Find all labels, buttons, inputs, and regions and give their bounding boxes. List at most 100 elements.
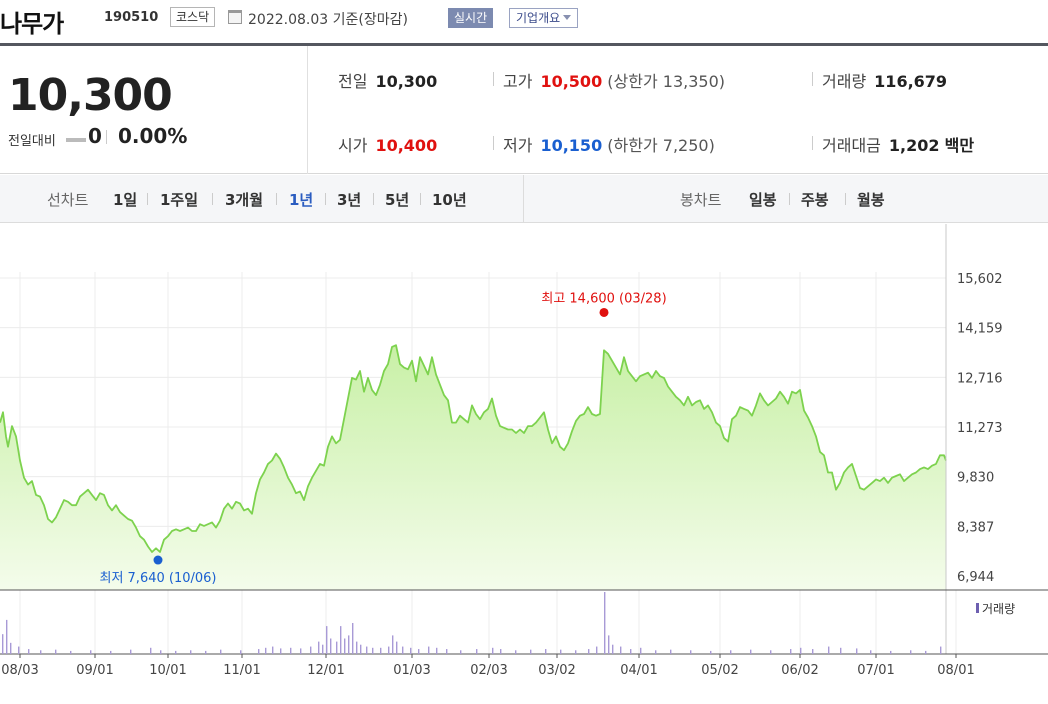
y-tick-label: 14,159 <box>957 322 1003 337</box>
candle-weekly[interactable]: 주봉 <box>801 191 829 209</box>
divider <box>147 193 148 205</box>
volume-bar <box>366 646 368 654</box>
volume-bar <box>6 619 8 654</box>
lower-limit: (하한가 7,250) <box>607 136 715 155</box>
upper-limit: (상한가 13,350) <box>607 72 726 91</box>
volume-bar <box>318 641 320 654</box>
volume-bar <box>604 592 606 654</box>
x-tick-label: 08/01 <box>937 663 974 678</box>
volume-bar <box>130 649 132 654</box>
realtime-button[interactable]: 실시간 <box>448 8 494 28</box>
divider <box>812 72 813 86</box>
volume-bar <box>750 649 752 654</box>
line-chart-label: 선차트 <box>47 191 89 209</box>
volume-bar <box>392 635 394 654</box>
high-annotation: 최고 14,600 (03/28) <box>541 291 666 306</box>
period-1y[interactable]: 1년 <box>289 191 314 209</box>
volume-bar <box>150 647 152 654</box>
volume-bar <box>28 649 30 654</box>
period-1d[interactable]: 1일 <box>113 191 138 209</box>
volume-bar <box>352 623 354 654</box>
high-label: 고가 <box>503 72 533 91</box>
open-price: 시가 10,400 <box>338 132 437 156</box>
x-tick-label: 08/03 <box>1 663 38 678</box>
base-date: 2022.08.03 기준(장마감) <box>248 12 408 28</box>
volume-bar <box>205 650 207 654</box>
y-tick-label: 15,602 <box>957 272 1003 287</box>
volume-bar <box>690 650 692 654</box>
divider <box>789 193 790 205</box>
x-tick-label: 03/02 <box>538 663 575 678</box>
volume-bar <box>630 649 632 654</box>
trade-amount-unit: 백만 <box>944 136 975 155</box>
change-label: 전일대비 <box>8 134 56 149</box>
divider <box>106 130 107 144</box>
period-5y[interactable]: 5년 <box>385 191 410 209</box>
divider <box>276 193 277 205</box>
volume-bar <box>608 635 610 654</box>
volume-bar <box>612 644 614 654</box>
period-1w[interactable]: 1주일 <box>160 191 199 209</box>
volume-bar <box>436 647 438 654</box>
candle-monthly[interactable]: 월봉 <box>857 191 885 209</box>
company-overview-label: 기업개요 <box>516 11 561 25</box>
volume-bar <box>410 647 412 654</box>
period-10y[interactable]: 10년 <box>432 191 467 209</box>
volume-bar <box>290 647 292 654</box>
x-tick-label: 02/03 <box>470 663 507 678</box>
prev-close-value: 10,300 <box>375 72 438 91</box>
x-tick-label: 12/01 <box>307 663 344 678</box>
volume-bar <box>322 644 324 654</box>
volume-bar <box>330 638 332 654</box>
unchanged-icon <box>66 138 86 142</box>
change-rate: 0.00% <box>118 124 188 148</box>
divider <box>523 175 524 223</box>
volume-bar <box>336 641 338 654</box>
x-tick-label: 09/01 <box>76 663 113 678</box>
volume-bar <box>310 646 312 654</box>
volume-bar <box>730 650 732 654</box>
period-3y[interactable]: 3년 <box>337 191 362 209</box>
volume-bar <box>70 650 72 654</box>
price-line <box>0 344 947 553</box>
volume-bar <box>428 646 430 654</box>
volume-bar <box>300 648 302 654</box>
volume-bar <box>402 646 404 654</box>
volume-bar <box>640 647 642 654</box>
current-price-box: 10,300 전일대비 0 0.00% <box>0 46 308 174</box>
volume-bar <box>620 646 622 654</box>
high-marker <box>599 307 609 317</box>
volume-legend-label: 거래량 <box>982 602 1015 616</box>
volume-bar <box>890 650 892 654</box>
volume-bar <box>560 649 562 654</box>
low-marker <box>153 555 163 565</box>
divider <box>493 136 494 150</box>
high-price: 고가 10,500 (상한가 13,350) <box>503 68 725 92</box>
volume-bar <box>2 634 4 654</box>
company-overview-dropdown[interactable]: 기업개요 <box>509 8 579 28</box>
y-tick-label: 6,944 <box>957 570 994 585</box>
open-value: 10,400 <box>375 136 438 155</box>
prev-close: 전일 10,300 <box>338 68 437 92</box>
y-tick-label: 11,273 <box>957 421 1003 436</box>
trade-amount: 거래대금 1,202 백만 <box>822 132 974 156</box>
volume-value: 116,679 <box>874 72 948 91</box>
period-3m[interactable]: 3개월 <box>225 191 264 209</box>
candle-chart-label: 봉차트 <box>680 191 722 209</box>
volume: 거래량 116,679 <box>822 68 947 92</box>
candle-daily[interactable]: 일봉 <box>749 191 777 209</box>
current-price: 10,300 <box>8 70 173 121</box>
volume-bar <box>90 650 92 654</box>
volume-bar <box>280 648 282 654</box>
y-tick-label: 9,830 <box>957 471 994 486</box>
price-area <box>0 345 946 590</box>
volume-bar <box>356 641 358 654</box>
volume-bar <box>476 649 478 654</box>
volume-bar <box>515 650 517 654</box>
stock-code: 190510 <box>104 10 159 25</box>
calendar-icon <box>228 10 242 24</box>
volume-bar <box>588 649 590 654</box>
volume-bar <box>348 635 350 654</box>
low-value: 10,150 <box>540 136 603 155</box>
volume-bar <box>446 649 448 654</box>
